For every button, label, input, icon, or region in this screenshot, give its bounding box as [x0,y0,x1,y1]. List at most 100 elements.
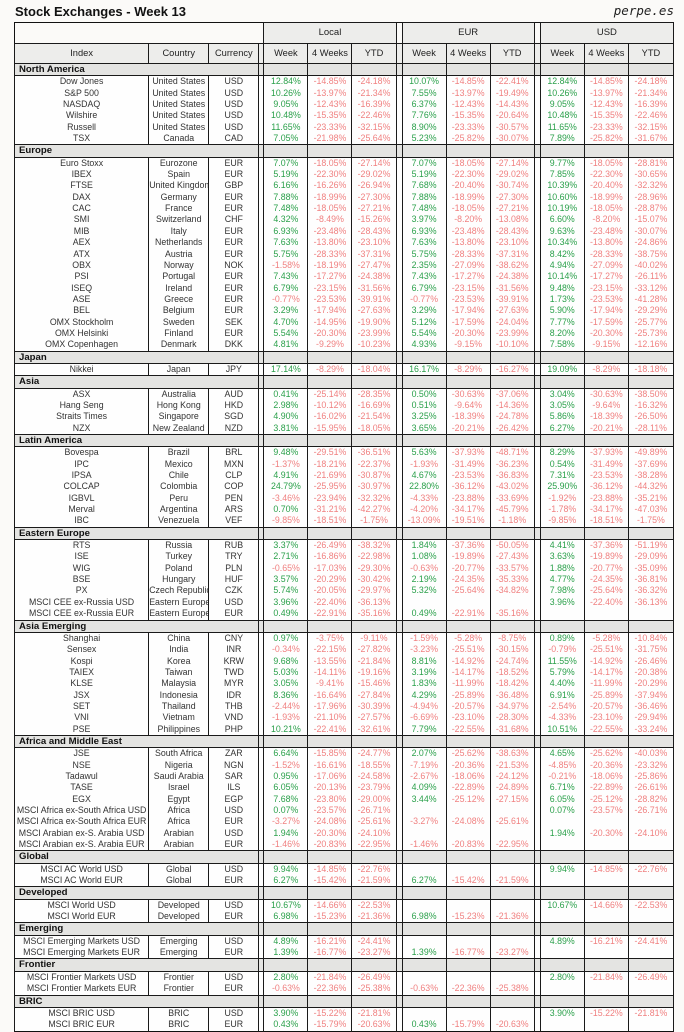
value-cell: -36.12% [445,481,491,493]
section-cell [627,350,675,364]
value-cell: 4.90% [263,411,309,423]
value-cell: -23.27% [489,947,535,959]
index-cell: Nikkei [13,363,150,376]
value-cell: -24.12% [489,770,535,783]
value-cell: 3.90% [263,1007,309,1020]
index-cell: CAC [13,203,150,215]
value-cell: 1.73% [539,293,585,306]
country-cell: Austria [148,248,210,260]
value-cell: -21.34% [627,87,675,100]
site-watermark: perpe.es [613,3,674,18]
value-cell [539,816,585,828]
value-cell: 9.63% [539,225,585,238]
index-cell: ISE [13,551,150,563]
section-cell [263,922,309,936]
value-cell: 3.29% [263,305,309,317]
value-cell: 7.07% [401,157,447,170]
value-cell: 4.81% [263,339,309,352]
value-cell: -38.28% [627,470,675,482]
value-cell: -17.94% [307,305,353,317]
value-cell: -27.09% [583,259,629,272]
value-cell: 5.19% [401,169,447,181]
value-cell: -20.63% [351,1019,397,1032]
country-cell: Switzerland [148,214,210,226]
table-row: ATX Austria EUR 5.75% -28.33% -37.31% 5.75% -28… [13,248,675,260]
section-cell [583,526,629,541]
value-cell: -21.59% [489,875,535,887]
value-cell: -39.91% [489,293,535,306]
value-cell: 6.98% [263,911,309,923]
currency-cell: EUR [208,1019,260,1032]
value-cell: -14.85% [583,75,629,88]
currency-cell: USD [208,863,260,876]
column-header-4-weeks: 4 Weeks [445,43,491,64]
value-cell [489,596,535,609]
value-cell: -9.29% [307,339,353,352]
value-cell: 10.51% [539,723,585,736]
currency-cell: SAR [208,770,260,783]
index-cell: MSCI World EUR [13,911,150,923]
table-row: RTS Russia RUB 3.37% -26.49% -38.32% 1.84% -37.… [13,539,675,552]
value-cell: -29.29% [627,305,675,317]
value-cell: -36.48% [489,689,535,701]
value-cell: 4.40% [539,678,585,690]
table-row: FTSE United Kingdom GBP 6.16% -16.26% -26.94%… [13,180,675,192]
currency-cell: CNY [208,632,260,645]
value-cell: -1.58% [263,259,309,272]
value-cell: -13.80% [307,237,353,249]
value-cell: 3.44% [401,793,447,805]
section-cell [401,958,447,972]
value-cell: -17.27% [307,271,353,283]
table-row: OBX Norway NOK -1.58% -18.19% -27.47% 2.35% -27… [13,259,675,272]
section-header: Emerging [13,922,260,936]
country-cell: Taiwan [148,666,210,679]
index-cell: OMX Helsinki [13,327,150,340]
value-cell: 6.60% [539,214,585,226]
value-cell: -20.30% [583,327,629,340]
section-row: Frontier [13,958,675,972]
value-cell: -25.38% [489,983,535,995]
currency-cell: USD [208,827,260,840]
section-cell [627,62,675,77]
value-cell: -31.75% [627,644,675,656]
section-cell [445,922,491,936]
section-cell [401,994,447,1008]
value-cell: -24.41% [627,935,675,948]
currency-cell: USD [208,99,260,111]
currency-cell: EUR [208,327,260,340]
value-cell: -25.12% [445,793,491,805]
column-header-week: Week [263,43,309,64]
value-cell: 7.43% [401,271,447,283]
value-cell [401,805,447,817]
country-cell: Australia [148,388,210,400]
index-cell: OBX [13,259,150,272]
value-cell: -3.27% [263,816,309,828]
value-cell: -16.26% [307,180,353,192]
table-row: NZX New Zealand NZD 3.81% -15.95% -18.05% 3.65… [13,422,675,435]
value-cell: -31.68% [489,723,535,736]
value-cell: -17.06% [307,770,353,783]
value-cell: -29.09% [627,551,675,563]
value-cell: -8.29% [583,363,629,376]
section-cell [489,850,535,864]
country-cell: Norway [148,259,210,272]
section-cell [307,886,353,900]
section-cell [627,886,675,900]
column-header-row: Index Country Currency Week 4 Weeks YTD Week 4 … [13,43,675,64]
value-cell: -32.32% [627,180,675,192]
currency-cell: HUF [208,574,260,586]
value-cell: -10.12% [307,399,353,412]
section-cell [307,433,353,448]
index-cell: MSCI Arabian ex-S. Arabia USD [13,827,150,840]
value-cell: -22.36% [307,983,353,995]
value-cell: -27.84% [351,689,397,701]
index-cell: MSCI AC World USD [13,863,150,876]
value-cell: -14.36% [489,399,535,412]
value-cell: 5.54% [401,327,447,340]
value-cell: -29.02% [351,169,397,181]
section-cell [445,734,491,749]
value-cell: -17.94% [445,305,491,317]
value-cell: -15.35% [445,110,491,122]
value-cell: -1.92% [539,492,585,505]
value-cell: -27.63% [489,305,535,317]
